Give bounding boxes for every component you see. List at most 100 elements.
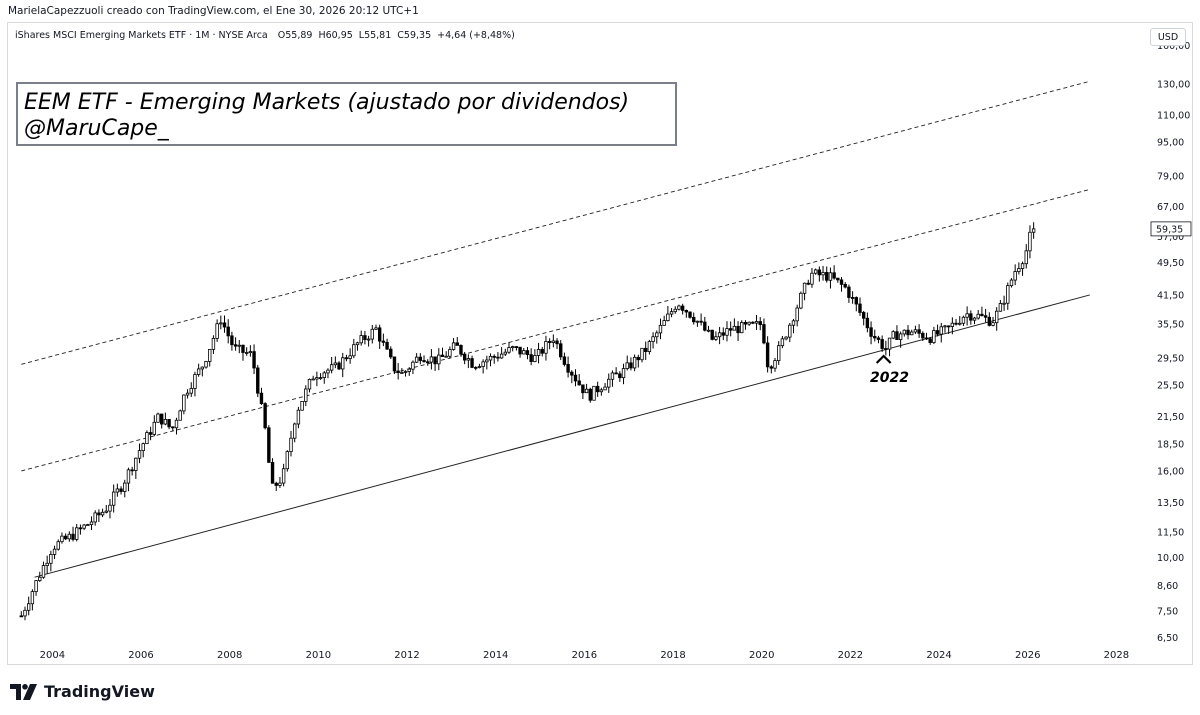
candle-down [226, 326, 230, 337]
y-tick-label: 67,00 [1157, 202, 1184, 213]
candle-down [396, 370, 400, 374]
y-tick-label: 8,60 [1157, 581, 1178, 592]
candle-up [134, 457, 138, 471]
candle-down [270, 462, 275, 484]
candle-up [293, 423, 297, 439]
candle-up [747, 321, 751, 325]
candle-down [392, 356, 397, 372]
candle-down [230, 335, 234, 346]
x-tick-label: 2010 [306, 650, 331, 661]
candle-up [359, 335, 363, 344]
candle-down [566, 364, 570, 373]
candle-up [141, 443, 145, 452]
candle-up [244, 352, 249, 354]
candle-down [267, 427, 271, 463]
x-tick-label: 2004 [40, 650, 65, 661]
candle-up [891, 331, 895, 339]
candle-up [1009, 279, 1014, 287]
support-trend-line[interactable] [34, 294, 1090, 578]
candle-down [241, 344, 245, 353]
candle-up [780, 338, 785, 347]
y-tick-label: 49,50 [1157, 258, 1184, 269]
candle-down [906, 329, 910, 336]
candle-down [525, 350, 530, 356]
candle-down [921, 332, 925, 339]
candle-down [743, 322, 748, 325]
chart-title: EEM ETF - Emerging Markets (ajustado por… [24, 90, 630, 115]
candle-up [536, 349, 541, 356]
candle-up [603, 386, 607, 391]
candle-up [152, 421, 157, 435]
candle-down [806, 282, 810, 285]
x-tick-label: 2014 [483, 650, 508, 661]
candle-up [355, 342, 360, 346]
candle-up [662, 320, 666, 326]
currency-button[interactable]: USD [1150, 28, 1186, 46]
candle-down [644, 347, 648, 353]
candle-up [828, 272, 833, 281]
candle-up [182, 394, 186, 412]
chart-title-box[interactable]: EEM ETF - Emerging Markets (ajustado por… [16, 82, 677, 146]
candle-up [326, 369, 330, 374]
candle-up [998, 303, 1003, 312]
y-tick-label: 29,50 [1157, 353, 1184, 364]
candle-up [60, 535, 64, 543]
y-tick-label: 16,00 [1157, 466, 1184, 477]
candle-up [208, 348, 212, 362]
candle-up [219, 322, 223, 325]
candle-up [126, 469, 131, 484]
tradingview-logo[interactable]: TradingView [10, 682, 155, 701]
caret-up-icon [875, 354, 892, 364]
trend-lines [21, 80, 1090, 578]
candle-up [651, 336, 655, 342]
candle-up [407, 368, 411, 372]
candle-up [592, 385, 596, 401]
candle-up [647, 341, 652, 353]
y-tick-label: 57,00 [1157, 232, 1184, 243]
candle-down [252, 351, 256, 369]
candle-down [751, 321, 755, 324]
candle-down [983, 315, 988, 318]
candle-down [924, 337, 929, 340]
candle-up [56, 541, 60, 550]
candle-down [263, 403, 267, 429]
candle-up [1028, 231, 1032, 252]
candle-up [477, 366, 482, 368]
candle-down [492, 355, 496, 358]
candle-up [285, 451, 290, 470]
candle-up [429, 356, 434, 363]
candle-up [145, 432, 149, 445]
candle-up [400, 372, 404, 374]
candle-down [843, 283, 847, 288]
candle-up [111, 491, 116, 506]
candle-down [865, 317, 870, 329]
last-price-box [1150, 221, 1192, 237]
channel-dashed-line[interactable] [21, 80, 1090, 365]
candle-up [887, 337, 892, 350]
candle-down [680, 305, 685, 311]
candle-down [946, 325, 951, 328]
candle-up [488, 355, 493, 361]
candle-up [466, 358, 471, 361]
candle-down [222, 322, 227, 328]
candle-up [640, 347, 644, 361]
candle-down [119, 488, 123, 492]
candle-down [817, 269, 822, 276]
y-tick-label: 11,50 [1157, 527, 1184, 538]
candle-up [174, 419, 179, 429]
candle-up [1013, 271, 1017, 281]
candle-up [370, 328, 374, 340]
candle-down [573, 374, 578, 382]
candle-up [296, 409, 301, 425]
candle-up [632, 356, 637, 369]
channel-dashed-line[interactable] [21, 188, 1090, 472]
candle-down [839, 279, 844, 285]
low-value: L55,81 [358, 30, 392, 41]
candle-down [167, 419, 171, 428]
candle-up [976, 313, 980, 319]
candle-up [1006, 285, 1010, 304]
candle-down [699, 320, 703, 323]
candle-down [474, 366, 478, 369]
candle-down [78, 527, 83, 530]
